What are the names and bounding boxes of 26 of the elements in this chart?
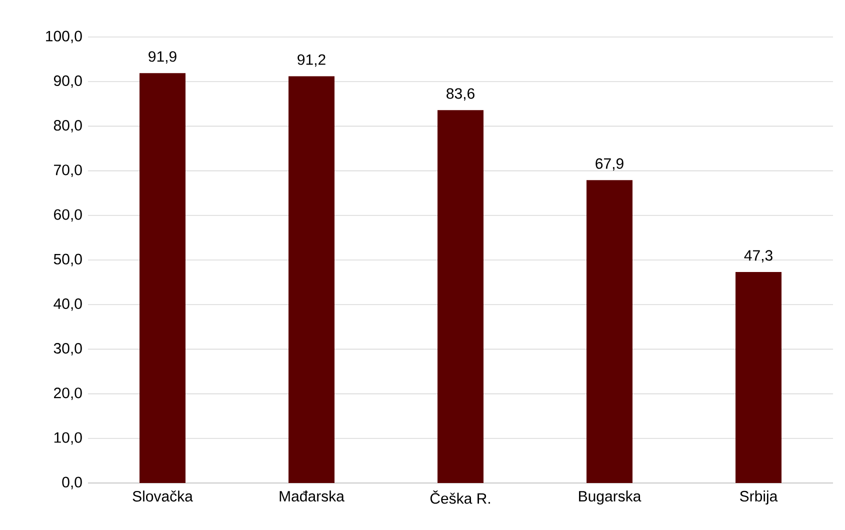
y-tick-label: 40,0 (54, 298, 82, 311)
y-tick-label: 20,0 (54, 388, 82, 400)
x-tick-label: Bugarska (579, 490, 642, 505)
y-tick-label: 30,0 (54, 343, 82, 356)
bar (586, 180, 633, 483)
data-label: 83,6 (446, 88, 474, 101)
y-tick-label: 100,0 (46, 30, 82, 44)
x-tick-label: Češka R. (430, 490, 490, 504)
y-tick-label: 90,0 (54, 75, 82, 88)
data-label: 91,2 (298, 54, 326, 67)
y-tick-label: 60,0 (54, 209, 82, 222)
bar (140, 73, 186, 483)
x-tick-label: Slovačka (132, 490, 193, 502)
data-label: 67,9 (596, 158, 624, 171)
bar (438, 110, 484, 483)
x-tick-label: Srbija (740, 490, 778, 505)
bar (736, 272, 782, 483)
y-tick-label: 80,0 (54, 120, 82, 132)
y-tick-label: 0,0 (62, 476, 82, 490)
bar (288, 76, 335, 483)
x-tick-label: Mađarska (280, 490, 344, 502)
y-tick-label: 70,0 (54, 164, 82, 177)
y-tick-label: 50,0 (54, 254, 82, 266)
data-label: 47,3 (744, 250, 772, 262)
y-tick-label: 10,0 (54, 432, 82, 445)
data-label: 91,9 (148, 51, 176, 64)
